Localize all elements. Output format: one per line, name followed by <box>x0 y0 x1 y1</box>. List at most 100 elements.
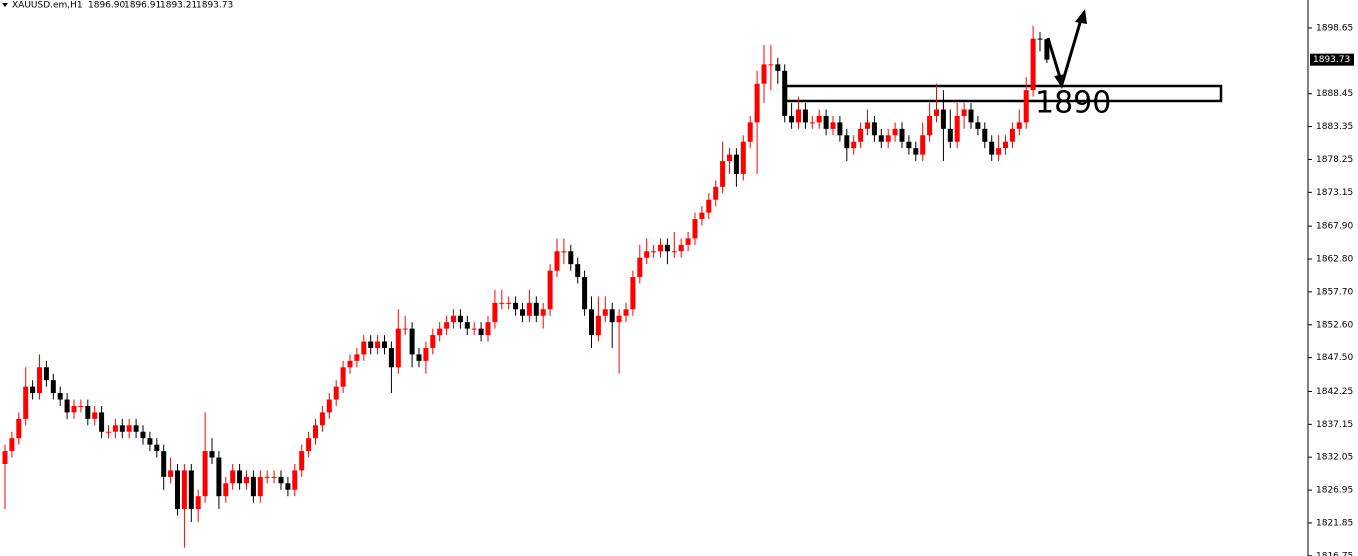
candle-body <box>637 257 643 278</box>
candle-body <box>761 64 767 84</box>
candle-body <box>209 451 215 458</box>
candle-body <box>175 470 180 510</box>
candle-body <box>478 328 484 336</box>
candle-body <box>354 354 360 361</box>
candle-body <box>430 335 436 348</box>
candle-body <box>326 399 332 413</box>
candle-body <box>319 412 325 426</box>
candle-body <box>720 161 726 187</box>
candle-body <box>1030 38 1036 91</box>
header-arrow <box>2 3 8 7</box>
candle-body <box>50 380 56 394</box>
candle-body <box>561 251 567 253</box>
candle-body <box>582 277 588 310</box>
candle-body <box>775 64 781 71</box>
candle-body <box>940 109 946 129</box>
price-tag-bg <box>1310 53 1354 66</box>
candle-body <box>609 309 615 323</box>
candle-body <box>382 341 387 348</box>
candle-body <box>126 425 132 432</box>
candle-body <box>250 476 256 497</box>
candle-body <box>699 212 705 220</box>
candle-body <box>244 476 249 484</box>
y-tick-label: 1852.60 <box>1316 320 1353 330</box>
candle-body <box>451 315 456 323</box>
candle-body <box>733 154 739 174</box>
candle-body <box>1037 38 1043 40</box>
candle-body <box>506 302 512 304</box>
candle-body <box>78 405 84 407</box>
candle-body <box>892 128 898 136</box>
y-tick-label: 1888.45 <box>1316 89 1353 99</box>
candle-body <box>119 425 125 432</box>
candle-body <box>996 148 1002 155</box>
candle-body <box>713 186 719 200</box>
candle-body <box>409 328 415 355</box>
candle-body <box>457 315 463 323</box>
candle-body <box>202 451 208 497</box>
candle-body <box>168 470 174 477</box>
candle-body <box>768 64 774 66</box>
price-tag: 1893.73 <box>1313 55 1350 65</box>
candle-body <box>188 470 194 510</box>
candle-body <box>278 476 284 484</box>
y-tick-label: 1878.25 <box>1316 155 1353 165</box>
y-tick-label: 1862.80 <box>1316 255 1353 265</box>
candle-body <box>92 412 98 419</box>
candle-body <box>644 251 650 258</box>
candle-body <box>754 83 760 123</box>
candle-body <box>899 128 905 142</box>
candle-body <box>195 496 201 510</box>
candle-body <box>630 277 636 310</box>
candle-body <box>237 470 243 484</box>
candle-body <box>678 244 684 252</box>
candle-body <box>485 322 491 336</box>
candle-body <box>664 244 670 252</box>
candle-body <box>954 115 960 142</box>
candle-body <box>554 251 560 271</box>
quote-high: 1896.91 <box>124 1 161 11</box>
candle-body <box>492 302 498 323</box>
candle-body <box>671 251 677 253</box>
candle-body <box>9 438 15 452</box>
candle-body <box>161 451 167 477</box>
candle-body <box>375 341 381 348</box>
candle-body <box>333 386 339 400</box>
candle-body <box>1023 90 1029 123</box>
candle-body <box>823 115 829 129</box>
candle-body <box>830 122 836 129</box>
candle-body <box>154 444 160 452</box>
candle-body <box>871 122 877 136</box>
candle-body <box>616 315 622 323</box>
candle-body <box>99 412 105 432</box>
candle-body <box>230 470 236 484</box>
candle-body <box>216 457 222 497</box>
candle-body <box>595 315 601 336</box>
candle-body <box>913 148 919 155</box>
candle-body <box>851 141 857 149</box>
y-tick-label: 1832.05 <box>1316 453 1353 463</box>
candle-body <box>816 115 822 123</box>
candle-body <box>437 328 443 336</box>
candle-body <box>927 115 933 136</box>
candle-body <box>989 141 995 155</box>
candle-body <box>947 128 953 142</box>
y-tick-label: 1821.85 <box>1316 518 1353 528</box>
candle-body <box>837 122 843 136</box>
candle-body <box>16 418 22 439</box>
candle-body <box>934 109 939 116</box>
candle-body <box>575 264 581 278</box>
candle-body <box>602 309 608 316</box>
candle-body <box>789 115 795 123</box>
y-tick-label: 1847.50 <box>1316 353 1353 363</box>
candle-body <box>1016 122 1022 129</box>
candle-body <box>133 425 139 432</box>
candle-body <box>257 476 263 497</box>
symbol: XAUUSD.em,H1 <box>12 1 83 11</box>
candle-body <box>1003 141 1008 149</box>
quote-low: 1893.21 <box>160 1 197 11</box>
candle-body <box>2 451 8 464</box>
candle-body <box>106 431 111 433</box>
candle-body <box>264 476 270 478</box>
y-tick-label: 1837.15 <box>1316 420 1353 430</box>
